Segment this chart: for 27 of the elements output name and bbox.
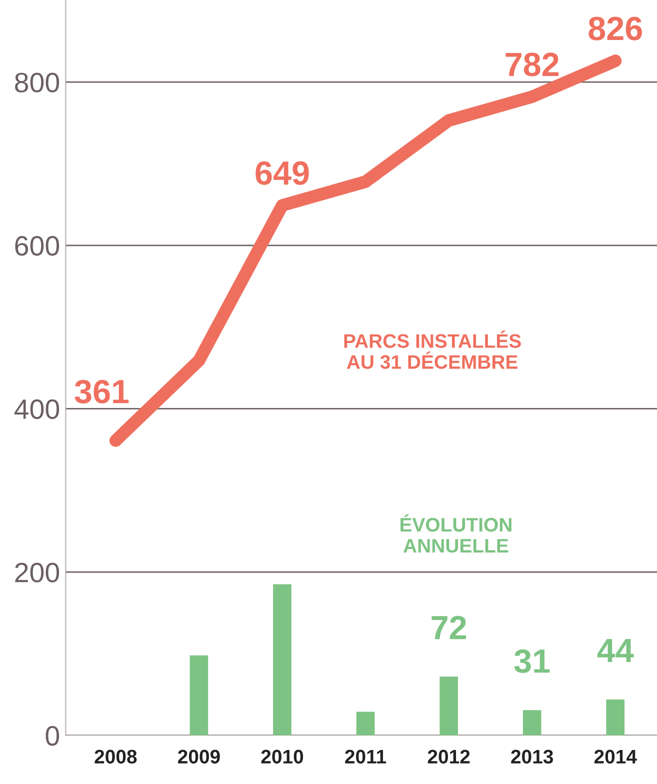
y-tick-label: 400 bbox=[14, 399, 60, 420]
x-tick-label: 2012 bbox=[428, 750, 470, 764]
x-tick-label: 2011 bbox=[345, 750, 386, 764]
bar bbox=[522, 710, 542, 736]
x-tick-label: 2008 bbox=[94, 750, 137, 764]
data-label: 361 bbox=[74, 380, 129, 404]
x-tick-label: 2013 bbox=[511, 750, 554, 764]
x-tick-label: 2009 bbox=[178, 750, 220, 764]
y-tick-label: 800 bbox=[15, 72, 60, 92]
x-tick-label: 2010 bbox=[261, 750, 304, 764]
y-tick-label: 600 bbox=[15, 236, 60, 256]
bar bbox=[606, 699, 625, 736]
data-label: 649 bbox=[256, 161, 309, 185]
data-label: 826 bbox=[588, 16, 642, 40]
bar bbox=[273, 584, 292, 736]
bar bbox=[356, 712, 375, 736]
annotation: ÉVOLUTION ANNUELLE bbox=[400, 514, 512, 553]
bar bbox=[440, 676, 458, 736]
data-label: 44 bbox=[597, 639, 634, 662]
bar bbox=[190, 655, 208, 736]
y-tick-label: 0 bbox=[46, 726, 60, 746]
data-label: 72 bbox=[432, 616, 466, 640]
data-label: 31 bbox=[514, 649, 550, 673]
y-tick-label: 200 bbox=[15, 562, 60, 582]
annotation: PARCS INSTALLÉS AU 31 DÉCEMBRE bbox=[344, 330, 521, 369]
data-label: 782 bbox=[506, 52, 559, 76]
x-tick-label: 2014 bbox=[594, 750, 637, 764]
